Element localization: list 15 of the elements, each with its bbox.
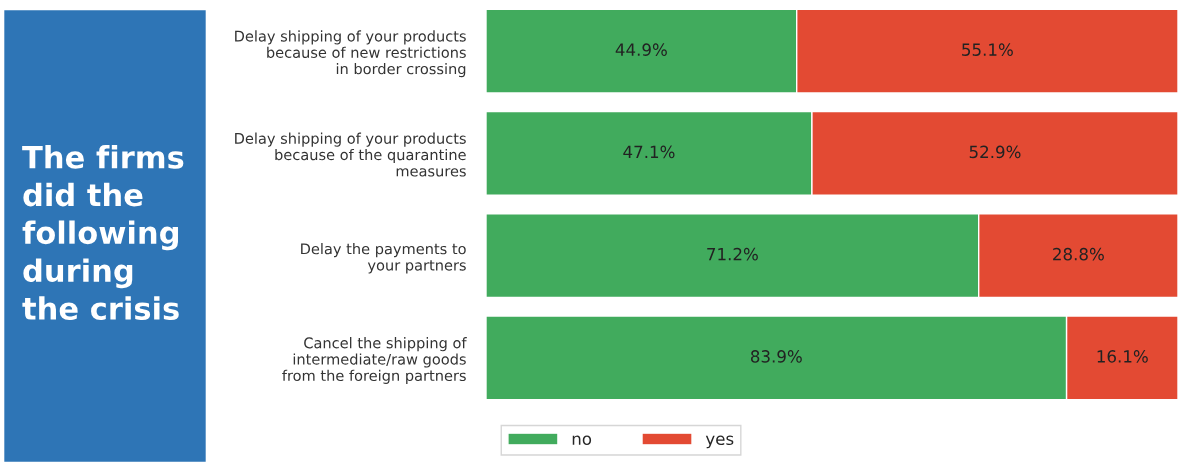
text: The firms did the following during the crisis bbox=[22, 145, 184, 320]
data-label: 71.2% bbox=[707, 247, 758, 261]
data-label: 16.1% bbox=[1097, 350, 1148, 363]
y-tick-label: Delay shipping of your products because of the quarantine measures bbox=[235, 132, 466, 177]
data-label: 55.1% bbox=[962, 43, 1013, 56]
y-tick-label: Delay the payments to your partners bbox=[301, 243, 466, 274]
legend-label: yes bbox=[705, 435, 734, 449]
legend-label: no bbox=[572, 435, 592, 446]
data-label: 44.9% bbox=[615, 43, 667, 56]
data-label: 83.9% bbox=[750, 350, 802, 363]
y-tick-label: Cancel the shipping of intermediate/raw goods from the foreign partners bbox=[282, 337, 467, 384]
data-label: 52.9% bbox=[969, 145, 1021, 159]
data-label: 28.8% bbox=[1053, 247, 1104, 261]
y-tick-label: Delay shipping of your products because of new restrictions in border crossing bbox=[235, 30, 466, 78]
data-label: 47.1% bbox=[623, 145, 675, 159]
